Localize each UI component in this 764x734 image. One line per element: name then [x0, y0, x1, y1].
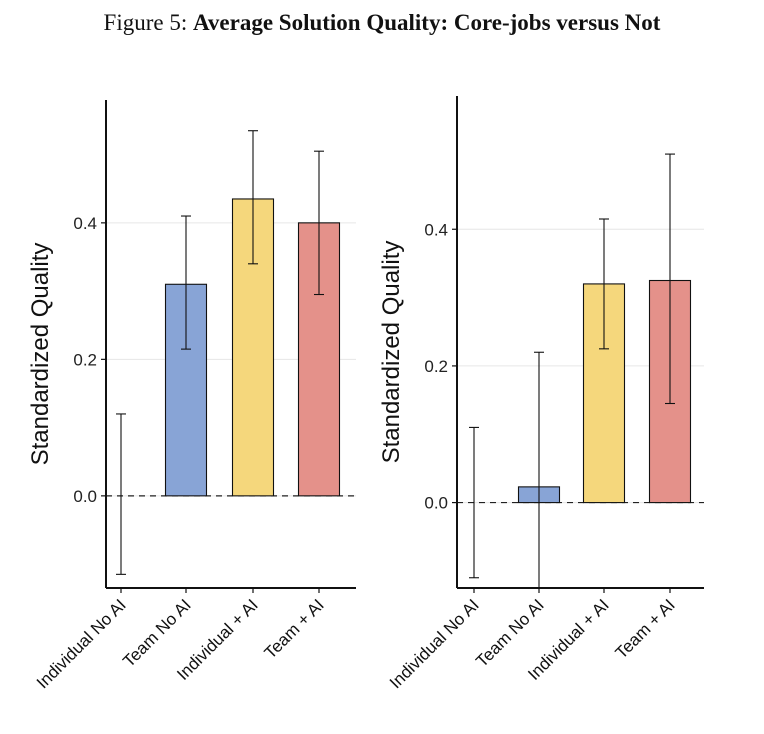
x-tick-label: Individual No AI — [33, 595, 130, 692]
x-tick-label: Team + AI — [261, 595, 328, 662]
figure-title: Average Solution Quality: Core-jobs vers… — [193, 10, 661, 35]
error-bar-team-no-ai — [181, 215, 191, 350]
error-bar-individual-plus-ai — [599, 218, 609, 350]
y-tick-label: 0.0 — [73, 487, 97, 506]
y-axis-label: Standardized Quality — [27, 243, 54, 466]
figure-caption: Figure 5: Average Solution Quality: Core… — [0, 10, 764, 36]
right-panel: 0.0 0.2 0.4 Standardized Quality Individual … — [362, 88, 709, 692]
error-bar-individual-no-ai — [469, 426, 479, 579]
y-tick-label: 0.4 — [73, 214, 97, 233]
y-tick-label: 0.2 — [424, 357, 448, 376]
error-bar-individual-no-ai — [116, 413, 126, 575]
x-tick-label: Team + AI — [612, 595, 679, 662]
y-axis-label: Standardized Quality — [378, 241, 405, 464]
x-tick-label: Individual No AI — [386, 595, 483, 692]
left-panel: 0.0 0.2 0.4 Standardized Quality Individual … — [11, 92, 361, 692]
error-bar-team-plus-ai — [314, 150, 324, 296]
y-tick-label: 0.2 — [73, 350, 97, 369]
y-tick-label: 0.0 — [424, 494, 448, 513]
error-bar-team-plus-ai — [665, 153, 675, 405]
figure-number: Figure 5: — [103, 10, 188, 35]
bar-team-plus-ai — [297, 222, 341, 497]
y-tick-label: 0.4 — [424, 220, 448, 239]
error-bar-individual-plus-ai — [248, 130, 258, 265]
